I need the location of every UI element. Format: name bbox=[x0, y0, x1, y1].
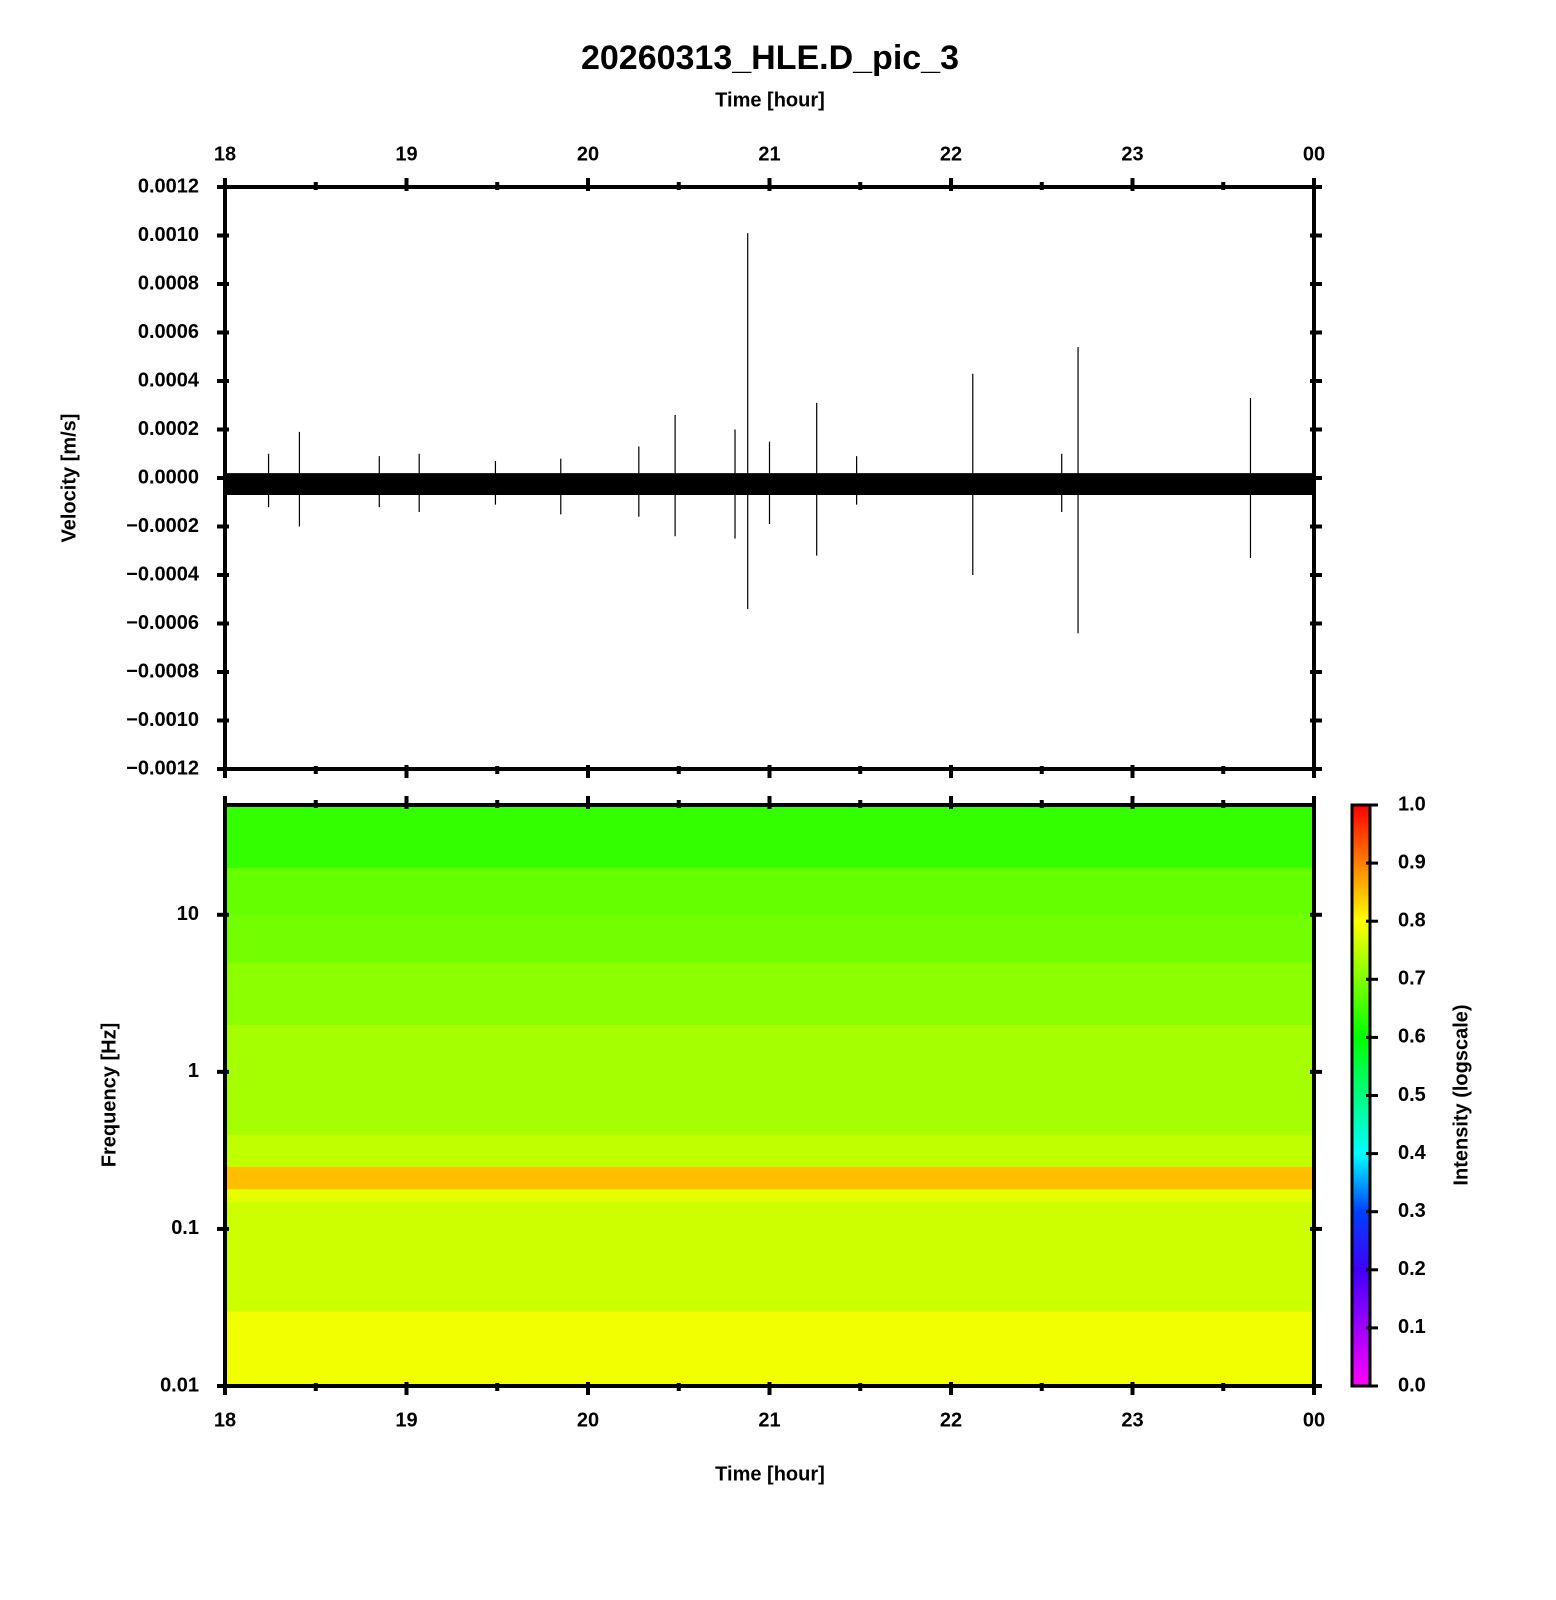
y-axis-label: Velocity [m/s] bbox=[58, 414, 80, 543]
x-tick-label: 21 bbox=[758, 1409, 780, 1431]
y-tick-label: 0.1 bbox=[171, 1217, 199, 1239]
colorbar-tick-label: 0.5 bbox=[1398, 1084, 1426, 1106]
y-tick-label: −0.0012 bbox=[126, 757, 199, 779]
x-tick-label: 22 bbox=[940, 1409, 962, 1431]
y-tick-label: −0.0008 bbox=[126, 660, 199, 682]
y-tick-label: 0.0012 bbox=[138, 175, 199, 197]
colorbar-tick-label: 0.7 bbox=[1398, 968, 1426, 990]
x-tick-label: 20 bbox=[577, 143, 599, 165]
colorbar-tick-label: 0.6 bbox=[1398, 1026, 1426, 1048]
x-tick-label: 22 bbox=[940, 143, 962, 165]
colorbar-tick-label: 0.9 bbox=[1398, 851, 1426, 873]
y-tick-label: 10 bbox=[177, 903, 199, 925]
heatmap-cell bbox=[225, 1024, 1314, 1073]
colorbar-tick-label: 0.1 bbox=[1398, 1316, 1426, 1338]
y-tick-label: −0.0004 bbox=[126, 563, 200, 585]
y-tick-label: 0.0004 bbox=[138, 369, 200, 391]
heatmap-cell bbox=[225, 914, 1314, 963]
heatmap-cell bbox=[225, 1166, 1314, 1190]
x-tick-label: 19 bbox=[395, 143, 417, 165]
colorbar-tick-label: 0.3 bbox=[1398, 1200, 1426, 1222]
x-tick-label: 18 bbox=[214, 143, 236, 165]
y-axis-label: Frequency [Hz] bbox=[98, 1023, 120, 1167]
colorbar-tick-label: 0.8 bbox=[1398, 909, 1426, 931]
colorbar-tick-label: 0.4 bbox=[1398, 1142, 1427, 1164]
y-tick-label: 1 bbox=[188, 1060, 199, 1082]
y-tick-label: 0.0002 bbox=[138, 418, 199, 440]
heatmap-cell bbox=[225, 1071, 1314, 1135]
y-tick-label: 0.0010 bbox=[138, 224, 199, 246]
x-tick-label: 23 bbox=[1121, 143, 1143, 165]
y-tick-label: −0.0010 bbox=[126, 709, 199, 731]
y-tick-label: 0.0006 bbox=[138, 321, 199, 343]
x-axis-label: Time [hour] bbox=[715, 1463, 825, 1485]
noise-band bbox=[225, 473, 1314, 495]
colorbar-label: Intensity (logscale) bbox=[1450, 1004, 1472, 1185]
x-tick-label: 19 bbox=[395, 1409, 417, 1431]
heatmap-cell bbox=[225, 1311, 1314, 1387]
heatmap-cell bbox=[225, 962, 1314, 1026]
y-tick-label: 0.0000 bbox=[138, 466, 199, 488]
y-tick-label: 0.0008 bbox=[138, 272, 199, 294]
x-tick-label: 00 bbox=[1303, 143, 1325, 165]
y-tick-label: −0.0002 bbox=[126, 515, 199, 537]
heatmap-cell bbox=[225, 867, 1314, 916]
colorbar-tick-label: 0.0 bbox=[1398, 1374, 1426, 1396]
x-tick-label: 23 bbox=[1121, 1409, 1143, 1431]
x-tick-label: 21 bbox=[758, 143, 780, 165]
trace-line bbox=[225, 233, 1314, 634]
colorbar-tick-label: 0.2 bbox=[1398, 1258, 1426, 1280]
x-tick-label: 18 bbox=[214, 1409, 236, 1431]
chart-title: 20260313_HLE.D_pic_3 bbox=[581, 39, 959, 77]
heatmap-cell bbox=[225, 1188, 1314, 1202]
x-axis-label: Time [hour] bbox=[715, 89, 825, 111]
heatmap-cell bbox=[225, 1134, 1314, 1167]
y-tick-label: 0.01 bbox=[160, 1374, 199, 1396]
heatmap-cell bbox=[225, 1201, 1314, 1312]
colorbar-tick-label: 1.0 bbox=[1398, 793, 1426, 815]
x-tick-label: 00 bbox=[1303, 1409, 1325, 1431]
y-tick-label: −0.0006 bbox=[126, 612, 199, 634]
heatmap-cell bbox=[225, 805, 1314, 869]
x-tick-label: 20 bbox=[577, 1409, 599, 1431]
